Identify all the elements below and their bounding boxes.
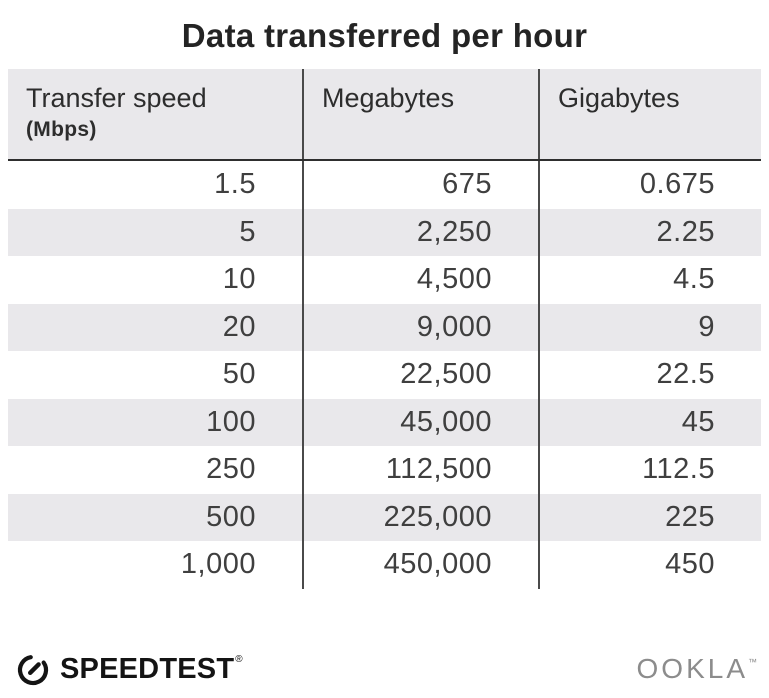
speedometer-icon (17, 655, 49, 686)
header-transfer-speed: Transfer speed (Mbps) (8, 69, 302, 159)
gigabytes-cell: 450 (538, 541, 761, 589)
gigabytes-cell: 2.25 (538, 208, 761, 256)
table-row: 250 112,500 112.5 (8, 446, 761, 494)
ookla-logo: OOKLA ™ (637, 653, 757, 685)
megabytes-cell: 9,000 (302, 303, 538, 351)
megabytes-cell: 225,000 (302, 493, 538, 541)
megabytes-cell: 4,500 (302, 256, 538, 304)
gigabytes-cell: 9 (538, 303, 761, 351)
table-row: 500 225,000 225 (8, 493, 761, 541)
speed-cell: 1,000 (180, 548, 256, 580)
gigabytes-cell: 0.675 (538, 161, 761, 209)
megabytes-cell: 45,000 (302, 398, 538, 446)
speed-cell: 50 (222, 358, 256, 390)
speed-cell: 20 (222, 310, 256, 343)
speedtest-wordmark: SPEEDTEST (60, 652, 235, 685)
ookla-wordmark: OOKLA (636, 653, 748, 684)
registered-trademark-icon: ® (235, 654, 243, 665)
gigabytes-cell: 22.5 (538, 351, 761, 399)
gigabytes-cell: 112.5 (538, 446, 761, 494)
speed-cell: 100 (206, 405, 256, 438)
speed-cell: 5 (239, 215, 256, 248)
megabytes-cell: 22,500 (302, 351, 538, 399)
table-row: 1.5 675 0.675 (8, 161, 761, 209)
speed-cell: 250 (206, 453, 256, 485)
speed-cell: 500 (206, 500, 256, 533)
table-row: 20 9,000 9 (8, 303, 761, 351)
gigabytes-cell: 4.5 (538, 256, 761, 304)
gigabytes-cell: 45 (538, 398, 761, 446)
footer: SPEEDTEST ® OOKLA ™ (14, 646, 757, 692)
table-header-row: Transfer speed (Mbps) Megabytes Gigabyte… (8, 69, 761, 161)
table-row: 100 45,000 45 (8, 398, 761, 446)
table-row: 10 4,500 4.5 (8, 256, 761, 304)
megabytes-cell: 450,000 (302, 541, 538, 589)
header-megabytes: Megabytes (302, 69, 538, 159)
header-transfer-speed-label: Transfer speed (26, 83, 207, 113)
header-transfer-speed-unit: (Mbps) (26, 118, 97, 141)
page-title: Data transferred per hour (181, 17, 588, 54)
table-row: 50 22,500 22.5 (8, 351, 761, 399)
megabytes-cell: 675 (302, 161, 538, 209)
data-table: Transfer speed (Mbps) Megabytes Gigabyte… (8, 69, 761, 589)
gigabytes-cell: 225 (538, 493, 761, 541)
megabytes-cell: 2,250 (302, 208, 538, 256)
header-gigabytes: Gigabytes (538, 69, 761, 159)
table-row: 1,000 450,000 450 (8, 541, 761, 589)
trademark-icon: ™ (748, 657, 757, 667)
table-body: 1.5 675 0.675 5 2,250 2.25 10 4,500 4.5 20 9,000 9 5… (8, 161, 761, 589)
speedtest-logo: SPEEDTEST ® (14, 650, 243, 688)
speed-cell: 10 (222, 263, 256, 295)
megabytes-cell: 112,500 (302, 446, 538, 494)
speed-cell: 1.5 (214, 168, 256, 200)
table-row: 5 2,250 2.25 (8, 208, 761, 256)
